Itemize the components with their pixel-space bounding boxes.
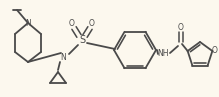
Text: S: S bbox=[79, 35, 85, 45]
Text: N: N bbox=[25, 19, 31, 28]
Text: O: O bbox=[178, 23, 184, 32]
Text: NH: NH bbox=[157, 49, 169, 58]
Text: O: O bbox=[211, 46, 217, 55]
Text: O: O bbox=[89, 19, 95, 29]
Text: N: N bbox=[60, 52, 66, 61]
Text: O: O bbox=[69, 19, 75, 29]
